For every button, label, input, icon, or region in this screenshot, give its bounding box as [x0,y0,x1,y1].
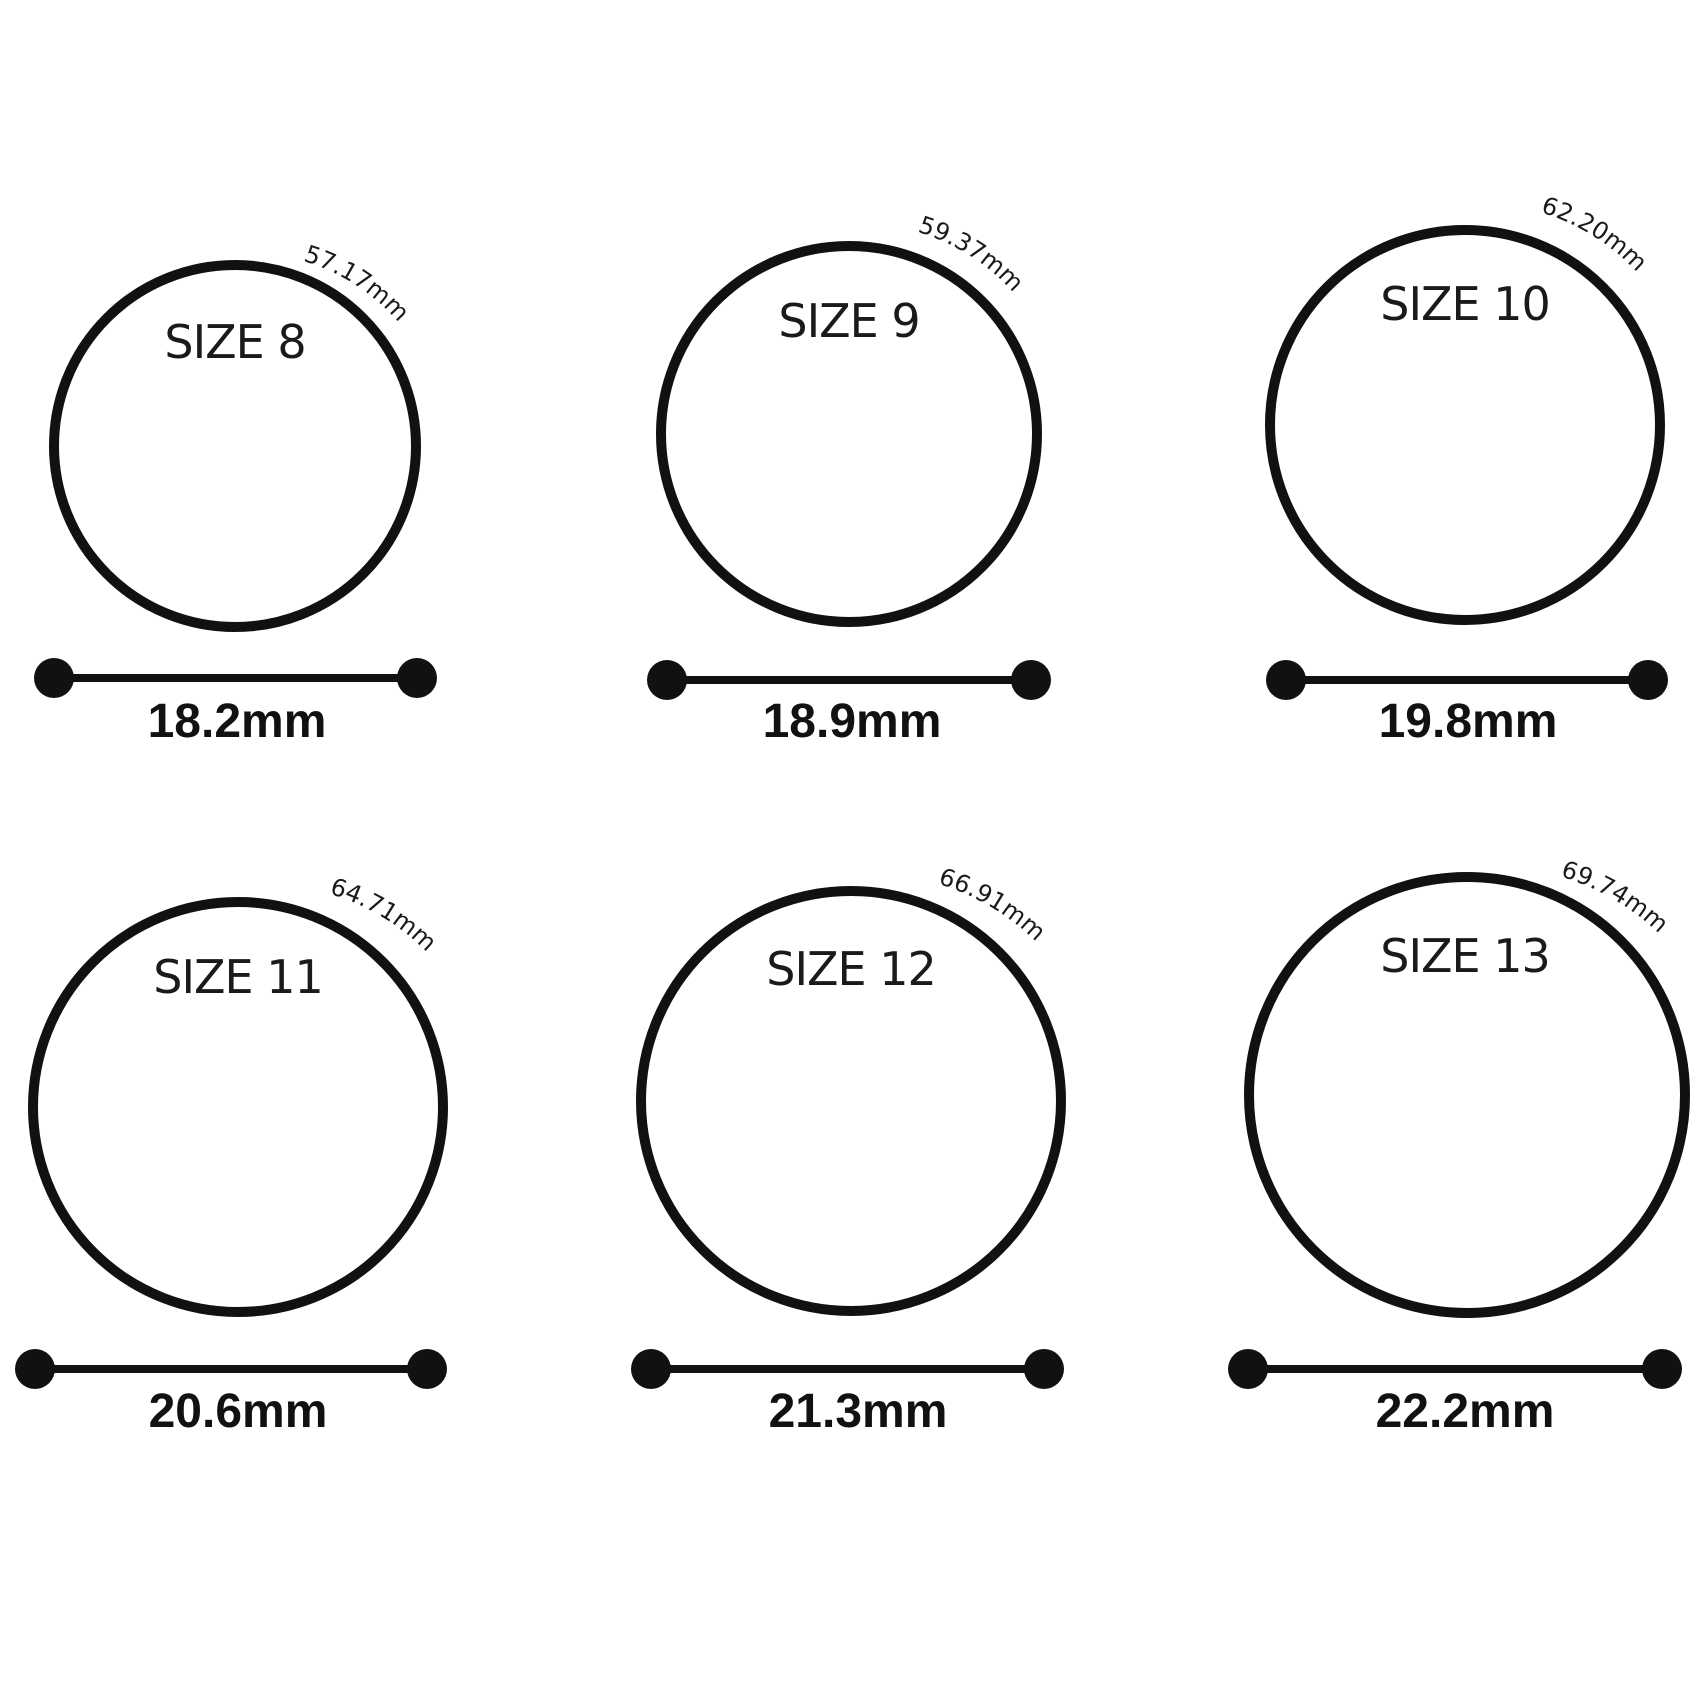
ring-circumference-path: 64.71mm [327,872,442,956]
diameter-bar [631,1349,1064,1389]
ring-circumference-label: 62.20mm [1538,191,1652,277]
diameter-endpoint [647,660,687,700]
ring-diameter-label: 18.2mm [148,695,327,748]
ring-size-11: SIZE 11 64.71mm 20.6mm [15,872,448,1438]
ring-size-13: SIZE 13 69.74mm 22.2mm [1228,855,1690,1438]
diameter-endpoint [397,658,437,698]
diameter-endpoint [34,658,74,698]
ring-size-label: SIZE 8 [164,315,305,369]
ring-size-8: SIZE 8 57.17mm 18.2mm [34,240,437,748]
diameter-endpoint [631,1349,671,1389]
ring-circumference-label: 64.71mm [327,872,442,956]
ring-circle [656,241,1042,627]
ring-size-label: SIZE 10 [1380,277,1550,331]
diameter-bar [1228,1349,1682,1389]
diameter-bar [15,1349,447,1389]
ring-size-label: SIZE 13 [1380,929,1550,983]
ring-circle [1265,225,1665,625]
ring-circumference-label: 69.74mm [1558,855,1674,938]
ring-size-label: SIZE 11 [153,950,323,1004]
ring-size-label: SIZE 12 [766,942,936,996]
ring-circumference-path: 62.20mm [1538,191,1652,277]
diameter-endpoint [407,1349,447,1389]
ring-circle [49,260,421,632]
ring-diameter-label: 18.9mm [763,695,942,748]
ring-size-12: SIZE 12 66.91mm 21.3mm [631,863,1066,1438]
diameter-bar [34,658,437,698]
ring-circumference-label: 66.91mm [936,863,1051,947]
ring-diameter-label: 22.2mm [1376,1385,1555,1438]
ring-circle [1244,872,1690,1318]
ring-size-label: SIZE 9 [778,294,919,348]
ring-diameter-label: 21.3mm [769,1385,948,1438]
ring-circumference-label: 59.37mm [915,211,1029,297]
ring-size-10: SIZE 10 62.20mm 19.8mm [1265,191,1668,748]
ring-circle [636,886,1066,1316]
diameter-endpoint [1228,1349,1268,1389]
ring-size-9: SIZE 9 59.37mm 18.9mm [647,211,1051,748]
diameter-endpoint [1642,1349,1682,1389]
ring-circumference-path: 59.37mm [915,211,1029,297]
ring-circumference-path: 69.74mm [1558,855,1674,938]
diameter-bar [647,660,1051,700]
diameter-endpoint [1628,660,1668,700]
ring-circumference-path: 66.91mm [936,863,1051,947]
diameter-bar [1266,660,1668,700]
ring-diameter-label: 19.8mm [1379,695,1558,748]
diameter-endpoint [1266,660,1306,700]
ring-circle [28,897,448,1317]
diameter-endpoint [1024,1349,1064,1389]
ring-diameter-label: 20.6mm [149,1385,328,1438]
diameter-endpoint [15,1349,55,1389]
diameter-endpoint [1011,660,1051,700]
